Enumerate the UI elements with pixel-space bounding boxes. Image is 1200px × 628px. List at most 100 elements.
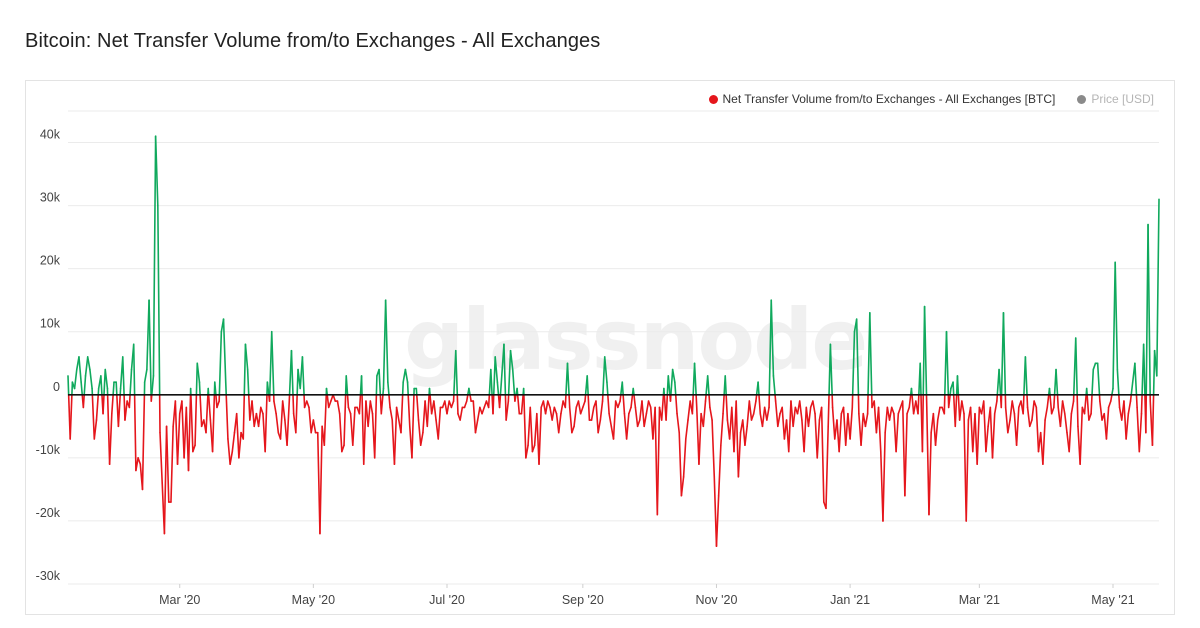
series-segment-outflow: [577, 400, 582, 415]
series-segment-outflow: [958, 400, 963, 421]
series-segment-outflow: [628, 406, 632, 415]
series-segment-outflow: [238, 431, 242, 459]
series-segment-outflow: [117, 393, 122, 428]
series-segment-outflow: [568, 406, 573, 434]
series-segment-outflow: [474, 419, 479, 434]
x-tick-label: Mar '21: [959, 593, 1000, 607]
x-tick-label: Nov '20: [695, 593, 737, 607]
series-segment-outflow: [674, 393, 678, 415]
series-segment-outflow: [1123, 400, 1127, 440]
series-segment-outflow: [341, 444, 345, 453]
series-segment-inflow: [1091, 368, 1095, 396]
series-segment-outflow: [678, 431, 683, 497]
series-segment-outflow: [717, 444, 722, 497]
series-segment-outflow: [336, 400, 341, 415]
series-segment-outflow: [1028, 419, 1033, 428]
series-segment-outflow: [102, 393, 105, 415]
series-segment-outflow: [612, 400, 617, 440]
series-segment-inflow: [674, 381, 677, 396]
legend-item-price[interactable]: Price [USD]: [1077, 92, 1154, 106]
series-segment-outflow: [264, 393, 268, 453]
series-segment-outflow: [1151, 393, 1155, 447]
series-segment-inflow: [1024, 356, 1028, 396]
series-segment-outflow: [93, 419, 98, 440]
series-segment-inflow: [375, 375, 378, 396]
series-segment-outflow: [1053, 393, 1056, 409]
series-segment-outflow: [595, 400, 599, 434]
series-segment-outflow: [687, 400, 691, 421]
series-segment-outflow: [1090, 393, 1093, 415]
series-segment-inflow: [507, 349, 512, 396]
series-segment-outflow: [1009, 400, 1014, 421]
series-segment-outflow: [520, 393, 524, 415]
x-axis: Mar '20 May '20 Jul '20 Sep '20 Nov '20 Jan '…: [159, 584, 1135, 607]
series-segment-inflow: [132, 343, 136, 396]
series-segment-inflow: [869, 312, 873, 396]
series-segment-outflow: [389, 406, 394, 421]
series-segment-outflow: [124, 400, 128, 421]
series-segment-outflow: [781, 406, 786, 440]
series-segment-inflow: [100, 375, 103, 396]
series-segment-outflow: [369, 400, 374, 415]
series-segment-outflow: [346, 393, 350, 409]
series-segment-outflow: [752, 400, 757, 415]
series-segment-inflow: [1074, 337, 1078, 396]
series-segment-inflow: [143, 368, 148, 383]
series-segment-outflow: [433, 400, 437, 421]
series-segment-inflow: [84, 356, 89, 377]
series-segment-outflow: [647, 400, 652, 409]
series-segment-outflow: [720, 412, 724, 447]
series-segment-inflow: [910, 387, 913, 396]
series-segment-inflow: [121, 356, 125, 396]
series-segment-inflow: [104, 368, 109, 390]
series-segment-outflow: [227, 438, 231, 465]
series-segment-outflow: [411, 393, 415, 459]
x-tick-label: Jul '20: [429, 593, 465, 607]
series-segment-inflow: [602, 356, 606, 396]
series-segment-outflow: [275, 412, 280, 434]
series-segment-outflow: [625, 412, 630, 440]
series-segment-outflow: [380, 393, 384, 415]
series-segment-outflow: [947, 393, 951, 409]
series-segment-outflow: [137, 457, 142, 465]
series-segment-outflow: [216, 400, 220, 409]
series-segment-outflow: [417, 419, 422, 447]
series-segment-inflow: [1114, 261, 1119, 371]
series-segment-outflow: [286, 400, 291, 447]
series-segment-inflow: [428, 387, 431, 396]
series-segment-outflow: [338, 412, 343, 453]
series-segment-inflow: [1002, 312, 1007, 396]
series-segment-inflow: [266, 381, 270, 396]
series-segment-outflow: [711, 419, 716, 478]
series-segment-outflow: [911, 393, 915, 415]
series-segment-outflow: [1129, 393, 1133, 402]
series-segment-inflow: [218, 330, 223, 396]
x-tick-label: May '21: [1091, 593, 1134, 607]
series-segment-inflow: [621, 381, 624, 396]
series-segment-outflow: [225, 393, 229, 440]
series-segment-outflow: [633, 393, 637, 409]
series-segment-outflow: [816, 419, 821, 459]
series-segment-inflow: [632, 387, 635, 396]
series-segment-outflow: [465, 393, 469, 402]
series-segment-outflow: [684, 419, 689, 440]
series-segment-outflow: [229, 450, 234, 465]
series-segment-inflow: [454, 349, 459, 396]
y-tick-label: 20k: [40, 254, 61, 268]
series-segment-outflow: [860, 412, 865, 447]
series-segment-outflow: [362, 400, 367, 465]
series-segment-outflow: [803, 406, 808, 453]
series-segment-inflow: [129, 368, 133, 396]
series-segment-inflow: [1055, 368, 1059, 396]
series-segment-outflow: [590, 406, 595, 421]
series-segment-outflow: [560, 400, 564, 415]
series-segment-outflow: [557, 412, 562, 434]
series-segment-outflow: [932, 412, 937, 447]
legend-item-net-transfer-volume[interactable]: Net Transfer Volume from/to Exchanges - …: [708, 92, 1055, 106]
series-segment-outflow: [215, 393, 218, 409]
series-segment-inflow: [86, 356, 91, 371]
series-segment-outflow: [608, 412, 613, 428]
series-segment-outflow: [553, 406, 558, 415]
series-segment-inflow: [1134, 362, 1138, 396]
chart-grid: [68, 110, 1159, 585]
